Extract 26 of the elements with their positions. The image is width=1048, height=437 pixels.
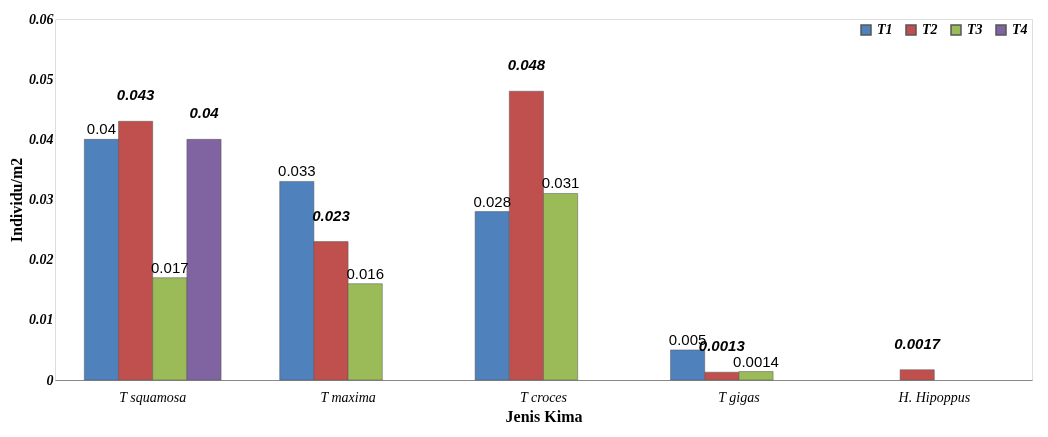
y-tick-label: 0.02	[29, 252, 54, 268]
bar	[899, 369, 935, 381]
legend-label: T1	[877, 22, 893, 37]
data-label: 0.043	[116, 86, 156, 104]
y-tick-label: 0.05	[29, 71, 54, 87]
data-label: 0.0017	[894, 334, 941, 352]
data-label: 0.04	[189, 104, 220, 122]
x-tick-label: T squamosa	[119, 389, 187, 405]
y-tick-label: 0.04	[29, 131, 54, 147]
x-axis-title: Jenis Kima	[505, 407, 583, 425]
data-label: 0.0014	[733, 352, 779, 370]
legend-label: T3	[967, 22, 983, 37]
x-tick-label: T maxima	[320, 389, 376, 405]
data-label: 0.033	[278, 162, 316, 180]
legend-label: T4	[1012, 22, 1028, 37]
x-tick-label: H. Hipoppus	[897, 389, 971, 405]
x-tick-label: T gigas	[718, 389, 761, 405]
data-label: 0.04	[86, 120, 117, 138]
y-tick-label: 0.03	[29, 192, 54, 207]
legend-label: T2	[922, 22, 938, 37]
data-label: 0.048	[507, 56, 546, 74]
x-tick-label: T croces	[519, 389, 568, 405]
y-tick-label: 0.01	[29, 312, 54, 328]
y-tick-label: 0	[46, 372, 54, 388]
y-axis-title: Individu/m2	[8, 157, 25, 243]
y-tick-label: 0.06	[29, 11, 54, 27]
